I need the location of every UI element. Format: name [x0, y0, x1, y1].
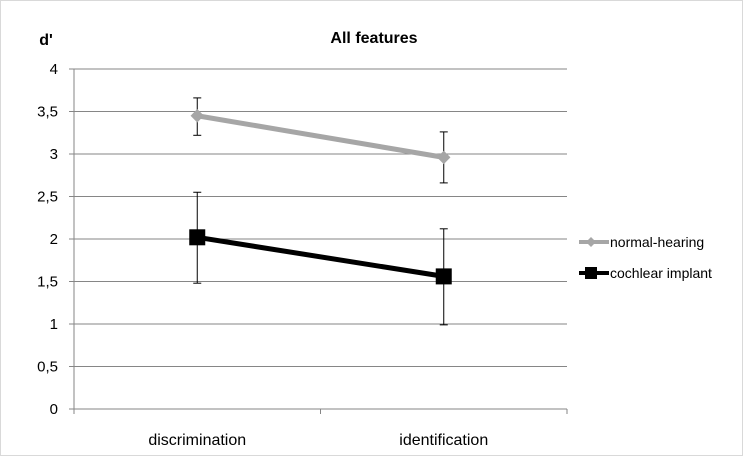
y-tick-label: 1: [50, 316, 58, 333]
x-category-label: identification: [399, 432, 488, 449]
y-tick-label: 2: [50, 231, 58, 248]
legend-label: normal-hearing: [610, 234, 704, 250]
legend-label: cochlear implant: [610, 265, 712, 281]
y-tick-label: 1,5: [37, 274, 58, 291]
data-point-diamond: [190, 109, 204, 123]
data-series: [189, 97, 452, 326]
legend-item: cochlear implant: [579, 265, 712, 281]
grid-lines: [74, 68, 567, 367]
axes: [69, 68, 568, 414]
legend: normal-hearing cochlear implant: [579, 234, 712, 281]
series-normal-hearing: [190, 97, 451, 184]
y-tick-label: 3,5: [37, 104, 58, 121]
x-category-labels: discrimination identification: [148, 432, 488, 449]
x-category-label: discrimination: [148, 432, 246, 449]
y-tick-label: 0: [50, 401, 58, 418]
y-axis-label: d': [39, 32, 53, 49]
data-point-square: [189, 229, 206, 246]
data-point-diamond: [437, 150, 451, 165]
y-tick-label: 0,5: [37, 359, 58, 376]
legend-marker-square: [585, 267, 597, 279]
y-tick-labels: 0 0,5 1 1,5 2 2,5 3 3,5 4: [37, 61, 58, 418]
y-tick-label: 3: [50, 146, 58, 163]
series-cochlear-implant: [189, 191, 452, 326]
chart-title: All features: [330, 30, 417, 47]
series-line: [196, 234, 445, 279]
y-tick-label: 4: [50, 61, 58, 78]
series-line: [196, 113, 445, 160]
legend-item: normal-hearing: [579, 234, 704, 250]
y-tick-label: 2,5: [37, 189, 58, 206]
data-point-square: [435, 268, 452, 285]
legend-marker-diamond: [586, 237, 596, 247]
